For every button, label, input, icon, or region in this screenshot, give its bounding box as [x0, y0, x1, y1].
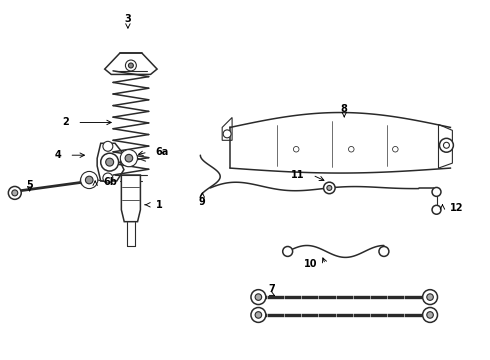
- Circle shape: [81, 171, 98, 189]
- Circle shape: [251, 307, 266, 323]
- Circle shape: [103, 141, 113, 151]
- Circle shape: [432, 205, 441, 214]
- Circle shape: [223, 130, 231, 138]
- Circle shape: [283, 247, 293, 256]
- Circle shape: [80, 176, 90, 186]
- Circle shape: [103, 173, 113, 183]
- Circle shape: [323, 182, 335, 194]
- Circle shape: [121, 150, 138, 167]
- Circle shape: [125, 154, 133, 162]
- Circle shape: [327, 185, 332, 190]
- Circle shape: [443, 142, 449, 148]
- Circle shape: [101, 153, 119, 171]
- Circle shape: [106, 158, 114, 166]
- Text: 10: 10: [304, 259, 318, 269]
- Circle shape: [379, 247, 389, 256]
- Circle shape: [348, 147, 354, 152]
- Circle shape: [251, 290, 266, 305]
- Circle shape: [422, 307, 438, 323]
- Text: 6a: 6a: [156, 147, 169, 157]
- Circle shape: [12, 190, 18, 196]
- Text: 8: 8: [341, 104, 348, 113]
- Circle shape: [85, 176, 93, 184]
- Circle shape: [294, 147, 299, 152]
- Text: 12: 12: [450, 203, 464, 213]
- Circle shape: [83, 179, 87, 183]
- Text: 11: 11: [291, 170, 305, 180]
- Circle shape: [125, 60, 136, 71]
- Text: 1: 1: [156, 200, 163, 210]
- Text: 9: 9: [199, 197, 206, 207]
- Text: 3: 3: [124, 14, 131, 24]
- Circle shape: [255, 294, 262, 300]
- Circle shape: [8, 186, 21, 199]
- Text: 6b: 6b: [103, 177, 117, 187]
- Text: 2: 2: [63, 117, 70, 127]
- Circle shape: [422, 290, 438, 305]
- Circle shape: [440, 138, 453, 152]
- Circle shape: [427, 312, 433, 318]
- Circle shape: [427, 294, 433, 300]
- Circle shape: [255, 312, 262, 318]
- Text: 5: 5: [26, 180, 33, 190]
- Text: 7: 7: [269, 284, 275, 294]
- Circle shape: [432, 188, 441, 196]
- Text: 4: 4: [55, 150, 61, 160]
- Circle shape: [392, 147, 398, 152]
- Circle shape: [128, 63, 133, 68]
